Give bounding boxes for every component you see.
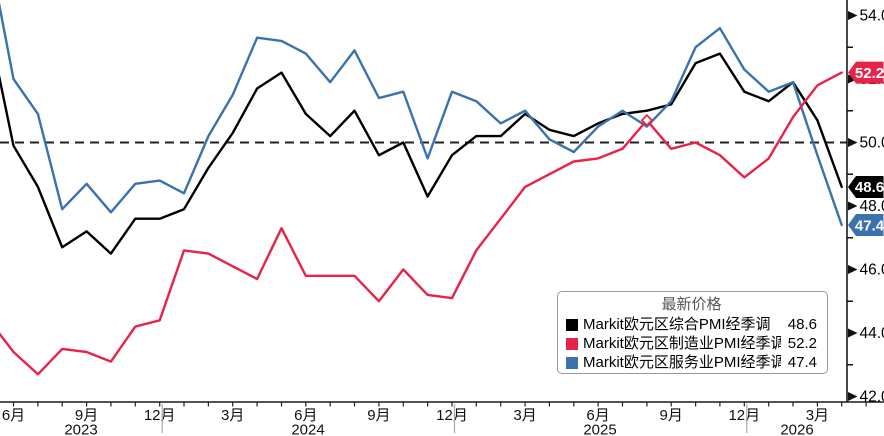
latest-value-badge-services	[848, 214, 884, 237]
latest-value-badge-manufacturing	[848, 61, 884, 84]
x-tick-label: 9月	[660, 407, 683, 424]
legend: 最新价格 Markit欧元区综合PMI经季调 48.6 Markit欧元区制造业…	[557, 291, 828, 374]
series-line-services	[0, 2, 843, 227]
y-tick-label: 50.0	[860, 135, 884, 152]
y-tick-label: 54.0	[860, 8, 884, 25]
legend-row-composite: Markit欧元区综合PMI经季调 48.6	[566, 315, 817, 334]
year-label: 2025	[583, 422, 616, 436]
legend-label-composite: Markit欧元区综合PMI经季调	[583, 316, 771, 333]
x-tick-label: 3月	[513, 407, 536, 424]
x-tick-label: 3月	[806, 407, 829, 424]
legend-title: 最新价格	[661, 296, 722, 313]
latest-value-badge-label-composite: 48.6	[855, 179, 884, 196]
y-tick-label: 42.0	[860, 389, 884, 406]
legend-swatch-composite-icon	[566, 318, 578, 331]
x-tick-label: 6月	[294, 407, 317, 424]
year-label: 2024	[291, 422, 324, 436]
legend-swatch-services-icon	[566, 356, 578, 369]
x-tick-label: 9月	[367, 407, 390, 424]
y-tick-arrow-icon	[848, 264, 858, 274]
y-tick-arrow-icon	[848, 328, 858, 338]
legend-value-services: 47.4	[787, 354, 817, 371]
x-tick-label: 9月	[75, 407, 98, 424]
year-label: 2026	[780, 422, 813, 436]
y-tick-arrow-icon	[848, 10, 858, 20]
y-tick-label: 46.0	[860, 262, 884, 279]
series-line-composite	[0, 52, 843, 255]
latest-value-badge-label-manufacturing: 52.2	[855, 65, 884, 82]
legend-label-services: Markit欧元区服务业PMI经季调	[583, 354, 781, 371]
year-label: 2023	[64, 422, 97, 436]
y-tick-arrow-icon	[848, 201, 858, 211]
y-tick-label: 44.0	[860, 325, 884, 342]
x-tick-label: 12月	[436, 407, 468, 424]
x-tick-label: 6月	[586, 407, 609, 424]
legend-swatch-manufacturing-icon	[566, 337, 578, 350]
x-tick-label: 6月	[2, 407, 25, 424]
y-tick-label: 48.0	[860, 198, 884, 215]
x-tick-label: 12月	[144, 407, 176, 424]
latest-value-badge-composite	[848, 175, 884, 198]
y-tick-arrow-icon	[848, 137, 858, 147]
legend-row-services: Markit欧元区服务业PMI经季调 47.4	[566, 353, 817, 372]
data-point-marker-manufacturing	[640, 113, 654, 127]
legend-value-manufacturing: 52.2	[787, 335, 817, 352]
x-tick-label: 3月	[221, 407, 244, 424]
legend-label-manufacturing: Markit欧元区制造业PMI经季调	[583, 335, 781, 352]
x-tick-label: 12月	[728, 407, 760, 424]
series-line-manufacturing	[0, 71, 843, 376]
legend-value-composite: 48.6	[787, 316, 817, 333]
legend-row-manufacturing: Markit欧元区制造业PMI经季调 52.2	[566, 334, 817, 353]
y-tick-arrow-icon	[848, 391, 858, 401]
latest-value-badge-label-services: 47.4	[855, 217, 884, 234]
